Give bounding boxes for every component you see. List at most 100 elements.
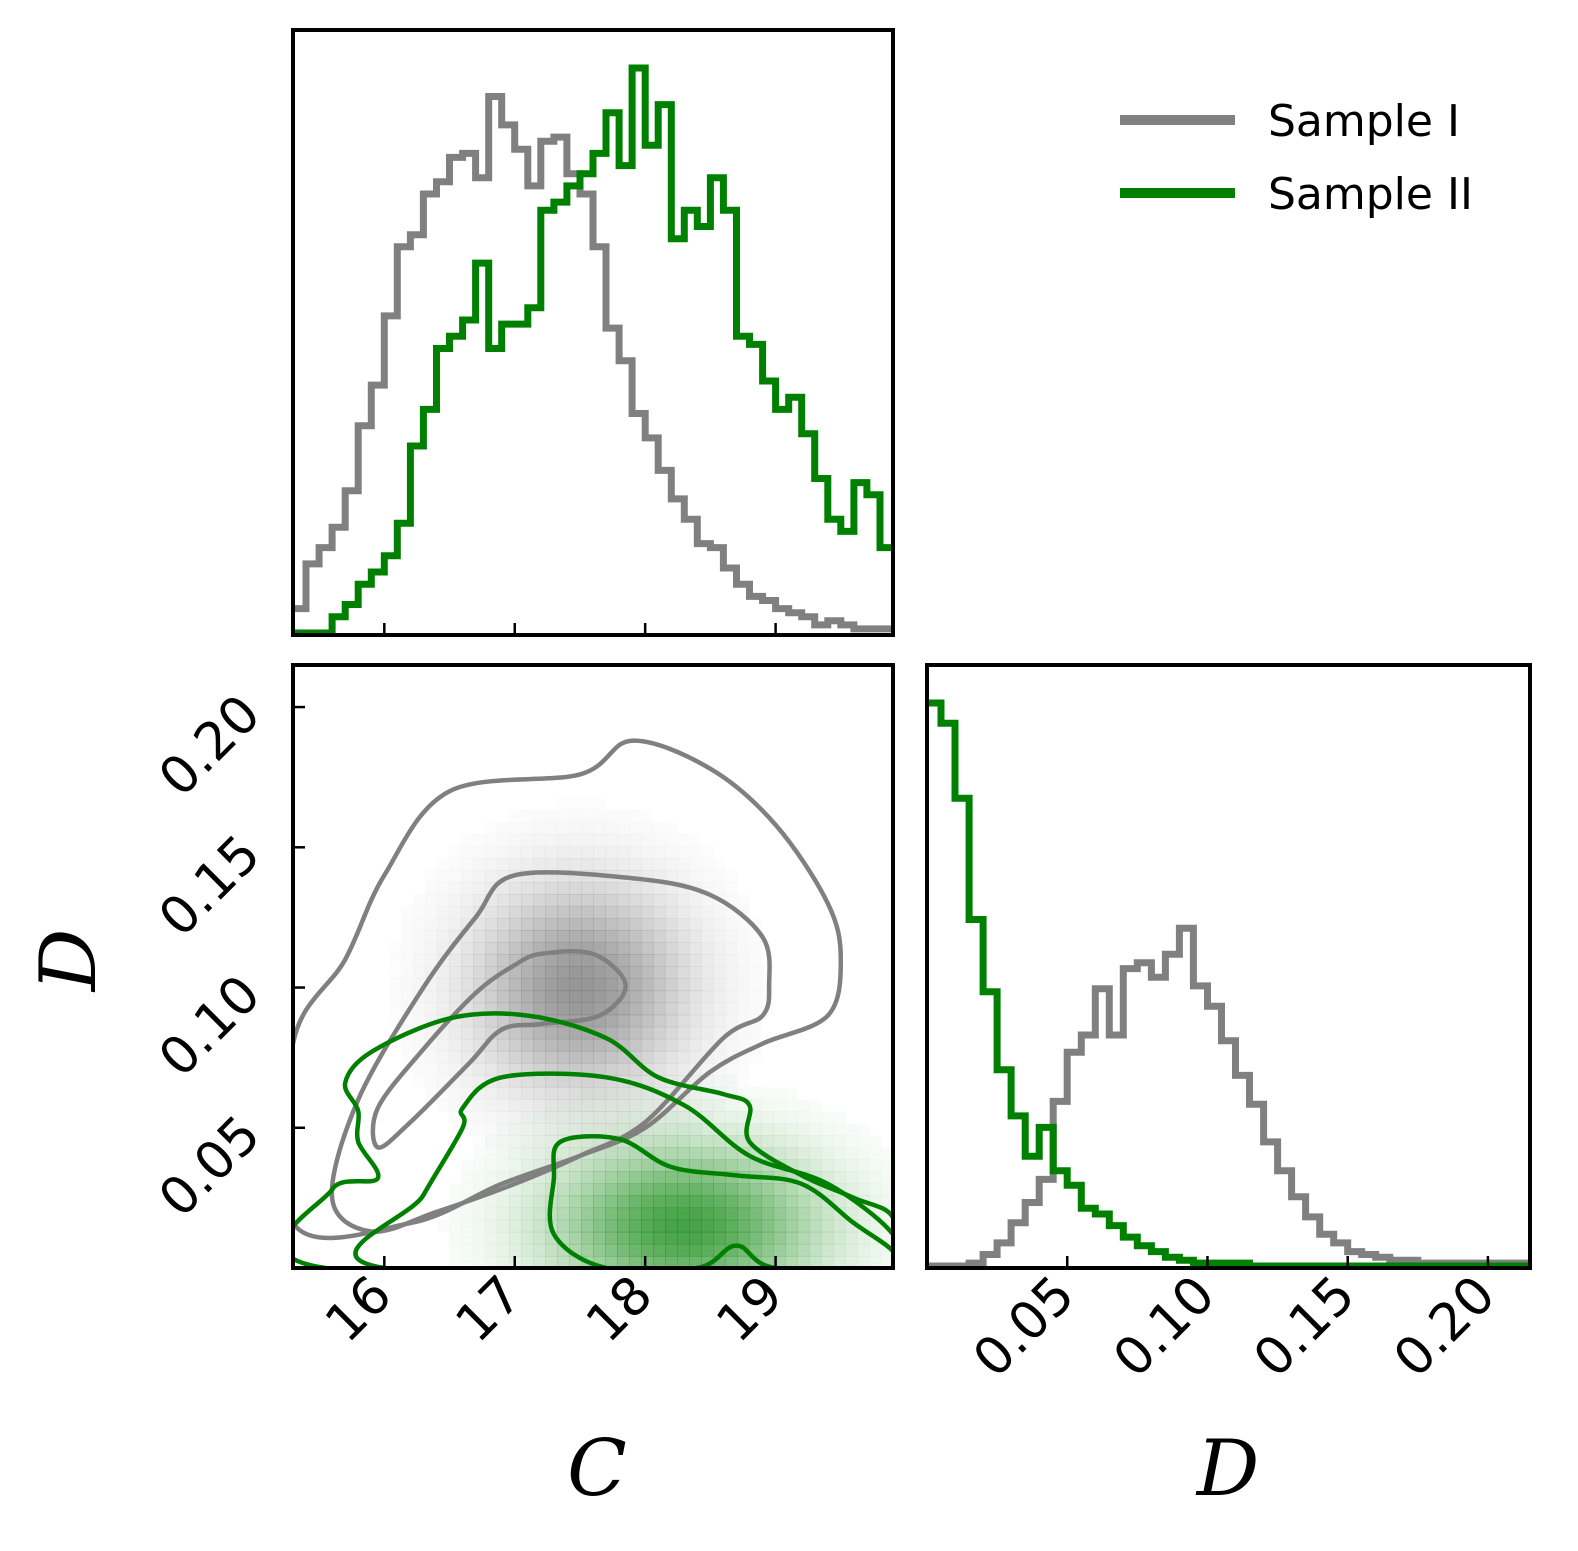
density-cell (533, 1135, 546, 1148)
density-cell (677, 1231, 690, 1245)
density-cell (521, 918, 534, 931)
density-cell (749, 1159, 762, 1172)
density-cell (557, 1171, 570, 1184)
density-cell (557, 821, 570, 835)
density-cell (617, 1099, 630, 1112)
density-cell (497, 906, 510, 919)
density-cell (857, 1135, 869, 1148)
density-cell (641, 1243, 654, 1257)
density-cell (605, 1219, 618, 1233)
density-cell (653, 1123, 666, 1136)
density-cell (497, 1087, 510, 1100)
density-cell (725, 1002, 738, 1016)
density-cell (665, 1195, 678, 1209)
density-cell (629, 1159, 642, 1172)
density-cell (509, 810, 521, 823)
density-cell (605, 1014, 618, 1028)
density-cell (689, 870, 702, 883)
density-cell (449, 894, 462, 907)
density-cell (545, 1099, 558, 1112)
density-cell (545, 978, 558, 992)
density-cell (473, 1255, 486, 1268)
density-cell (581, 1099, 594, 1112)
density-cell (629, 1063, 642, 1076)
density-cell (497, 954, 510, 967)
density-cell (509, 1231, 522, 1245)
c-marginal-frame (291, 28, 895, 637)
density-cell (593, 845, 606, 859)
density-cell (605, 1099, 618, 1112)
density-cell (581, 1075, 594, 1088)
density-cell (797, 1219, 810, 1233)
density-cell (437, 1050, 450, 1064)
density-cell (581, 1087, 593, 1100)
density-cell (773, 1195, 786, 1209)
density-cell (569, 930, 582, 943)
density-cell (425, 1063, 438, 1076)
density-cell (509, 930, 522, 943)
density-cell (509, 1087, 522, 1100)
density-cell (641, 822, 653, 835)
density-cell (653, 1026, 666, 1040)
density-cell (485, 990, 498, 1004)
density-cell (713, 966, 726, 979)
density-cell (533, 1099, 546, 1112)
density-cell (617, 882, 630, 895)
density-cell (605, 918, 618, 931)
density-cell (509, 1026, 522, 1040)
density-cell (521, 1111, 534, 1124)
density-cell (425, 1002, 438, 1016)
density-cell (593, 1087, 605, 1100)
density-cell (629, 978, 642, 992)
density-cell (569, 1111, 582, 1124)
density-cell (605, 858, 618, 871)
density-cell (521, 1135, 534, 1148)
density-cell (521, 1123, 534, 1136)
density-cell (629, 1111, 642, 1124)
density-cell (761, 1195, 774, 1209)
density-cell (593, 1159, 606, 1172)
density-cell (425, 894, 438, 907)
density-cell (557, 1002, 570, 1016)
density-cell (677, 1026, 690, 1040)
density-cell (449, 858, 461, 871)
density-cell (785, 1135, 798, 1148)
density-cell (809, 1159, 822, 1172)
density-cell (437, 858, 449, 871)
density-cell (701, 1207, 714, 1221)
density-cell (701, 1014, 714, 1028)
density-cell (545, 1243, 558, 1257)
density-cell (569, 954, 582, 967)
density-cell (605, 1087, 618, 1100)
density-cell (545, 906, 558, 919)
density-cell (497, 845, 510, 859)
density-cell (401, 978, 414, 992)
density-cell (473, 1014, 486, 1028)
density-cell (689, 990, 702, 1004)
density-cell (581, 833, 594, 847)
density-cell (509, 1123, 521, 1136)
density-cell (581, 1123, 594, 1136)
density-cell (665, 1147, 678, 1160)
density-cell (521, 1038, 534, 1052)
density-cell (617, 1231, 630, 1245)
density-cell (605, 1171, 618, 1184)
density-cell (701, 990, 714, 1004)
density-cell (545, 1123, 558, 1136)
density-cell (425, 1075, 437, 1088)
density-cell (485, 1195, 498, 1209)
density-cell (653, 918, 666, 931)
density-cell (665, 906, 678, 919)
density-cell (425, 870, 437, 883)
legend-label-sample-1: Sample I (1268, 96, 1460, 147)
density-cell (761, 1219, 774, 1233)
density-cell (689, 1123, 702, 1136)
density-cell (593, 1123, 606, 1136)
density-cell (557, 906, 570, 919)
density-cell (557, 894, 570, 907)
density-cell (749, 979, 761, 992)
density-cell (665, 1014, 678, 1028)
density-cell (473, 834, 485, 847)
density-cell (617, 1207, 630, 1221)
density-cell (773, 1123, 786, 1136)
